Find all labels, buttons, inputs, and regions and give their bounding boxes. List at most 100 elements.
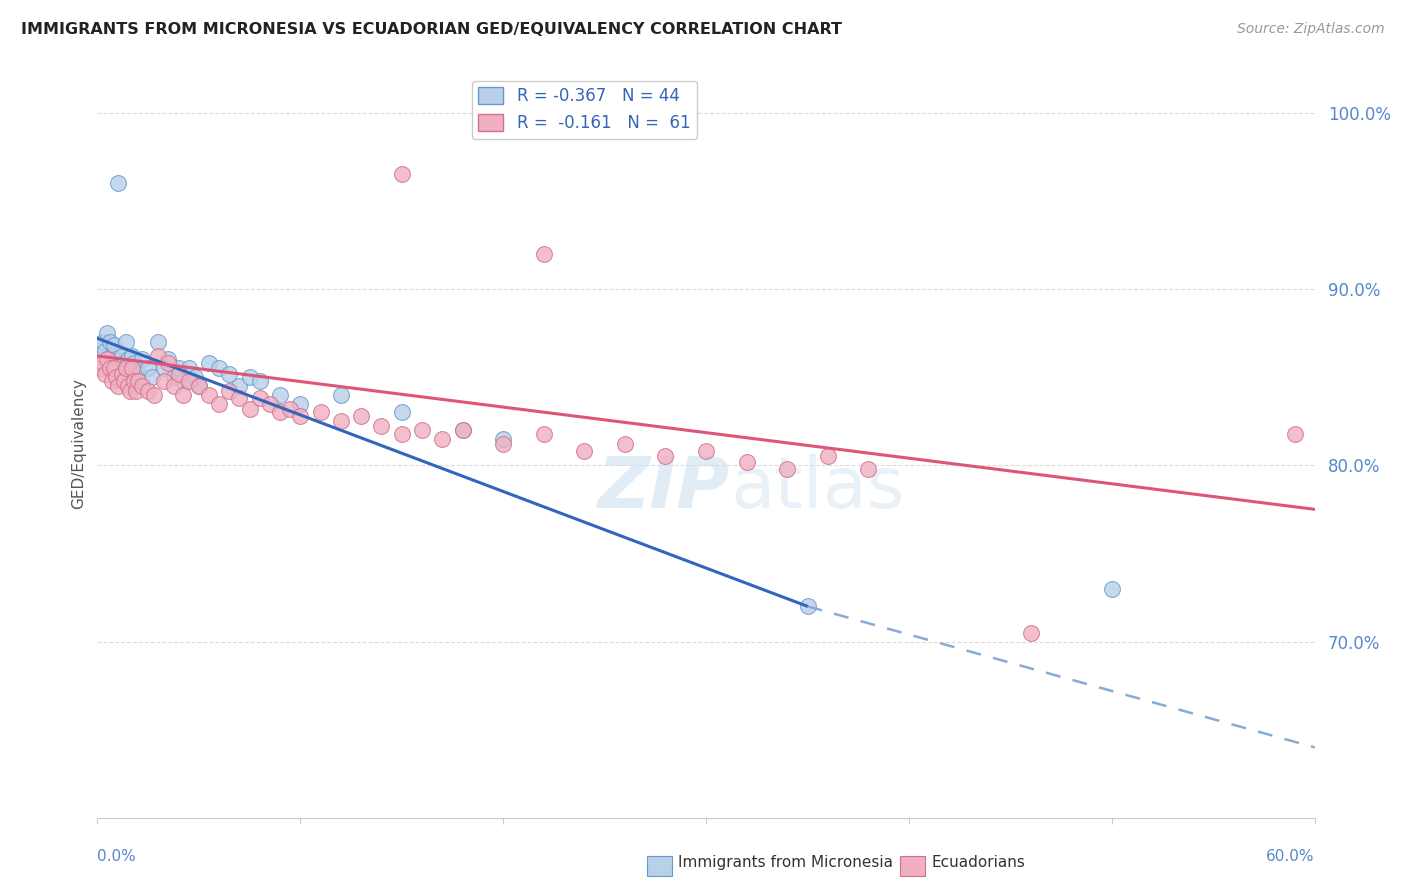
Point (187, 379, 209, 393)
Point (329, 388, 352, 402)
Point (127, 374, 149, 388)
Text: 60.0%: 60.0% (1267, 849, 1315, 864)
Point (104, 352, 127, 367)
Point (90, 361, 112, 376)
Point (157, 352, 180, 367)
Point (172, 388, 194, 402)
Point (96, 326, 118, 340)
Point (98, 334, 121, 349)
Point (492, 432, 515, 446)
Text: atlas: atlas (731, 454, 905, 523)
Point (107, 176, 129, 190)
Point (94, 343, 117, 358)
Point (100, 374, 122, 388)
Point (93, 356, 115, 370)
Point (121, 361, 143, 376)
Point (103, 338, 125, 352)
Point (177, 361, 200, 376)
Point (103, 361, 125, 376)
Point (238, 370, 260, 384)
Point (153, 361, 176, 376)
Point (117, 379, 139, 393)
Point (143, 388, 166, 402)
Point (112, 356, 135, 370)
Point (198, 356, 221, 370)
Point (163, 379, 186, 393)
Point (111, 367, 134, 381)
Point (167, 361, 190, 376)
Y-axis label: GED/Equivalency: GED/Equivalency (72, 378, 86, 508)
Point (391, 426, 413, 441)
Point (735, 455, 758, 469)
Legend: R = -0.367   N = 44, R =  -0.161   N =  61: R = -0.367 N = 44, R = -0.161 N = 61 (471, 80, 697, 138)
Point (172, 374, 194, 388)
Point (157, 356, 180, 370)
Point (451, 423, 474, 437)
Point (153, 374, 176, 388)
Point (1284, 426, 1306, 441)
Point (107, 379, 129, 393)
Point (90, 338, 112, 352)
Point (218, 367, 240, 381)
Point (259, 396, 281, 410)
Point (127, 367, 149, 381)
Point (249, 391, 271, 405)
Point (654, 450, 676, 464)
Point (695, 444, 717, 458)
Point (114, 361, 136, 376)
Point (96, 352, 118, 367)
Point (208, 361, 231, 376)
Point (817, 450, 839, 464)
Text: Ecuadorians: Ecuadorians (931, 855, 1025, 870)
Point (122, 356, 145, 370)
Point (370, 419, 392, 434)
Point (858, 462, 880, 476)
Point (269, 388, 291, 402)
Point (94, 367, 117, 381)
Point (122, 374, 145, 388)
Point (796, 599, 818, 614)
Point (117, 352, 139, 367)
Point (184, 370, 207, 384)
Point (391, 405, 413, 419)
Point (148, 334, 170, 349)
Point (104, 370, 127, 384)
Point (411, 423, 433, 437)
Point (290, 409, 312, 423)
Point (451, 423, 474, 437)
Point (228, 391, 250, 405)
Point (350, 409, 373, 423)
Point (249, 374, 271, 388)
Point (141, 370, 163, 384)
Point (100, 349, 122, 363)
Text: IMMIGRANTS FROM MICRONESIA VS ECUADORIAN GED/EQUIVALENCY CORRELATION CHART: IMMIGRANTS FROM MICRONESIA VS ECUADORIAN… (21, 22, 842, 37)
Point (228, 379, 250, 393)
Point (391, 167, 413, 181)
Point (118, 361, 141, 376)
Text: 0.0%: 0.0% (97, 849, 136, 864)
Point (177, 374, 200, 388)
Point (309, 405, 332, 419)
Point (93, 334, 115, 349)
Point (98, 361, 121, 376)
Point (187, 379, 209, 393)
Point (114, 334, 136, 349)
Point (136, 361, 159, 376)
Point (167, 367, 190, 381)
Point (533, 246, 555, 260)
Point (533, 426, 555, 441)
Point (118, 384, 141, 399)
Point (1019, 625, 1042, 640)
Point (163, 370, 186, 384)
Point (121, 349, 143, 363)
Point (432, 432, 454, 446)
Point (125, 361, 148, 376)
Point (148, 349, 170, 363)
Point (198, 388, 221, 402)
Point (776, 462, 799, 476)
Text: Source: ZipAtlas.com: Source: ZipAtlas.com (1237, 22, 1385, 37)
Point (574, 444, 596, 458)
Point (329, 414, 352, 428)
Point (1101, 582, 1123, 596)
Point (613, 437, 636, 451)
